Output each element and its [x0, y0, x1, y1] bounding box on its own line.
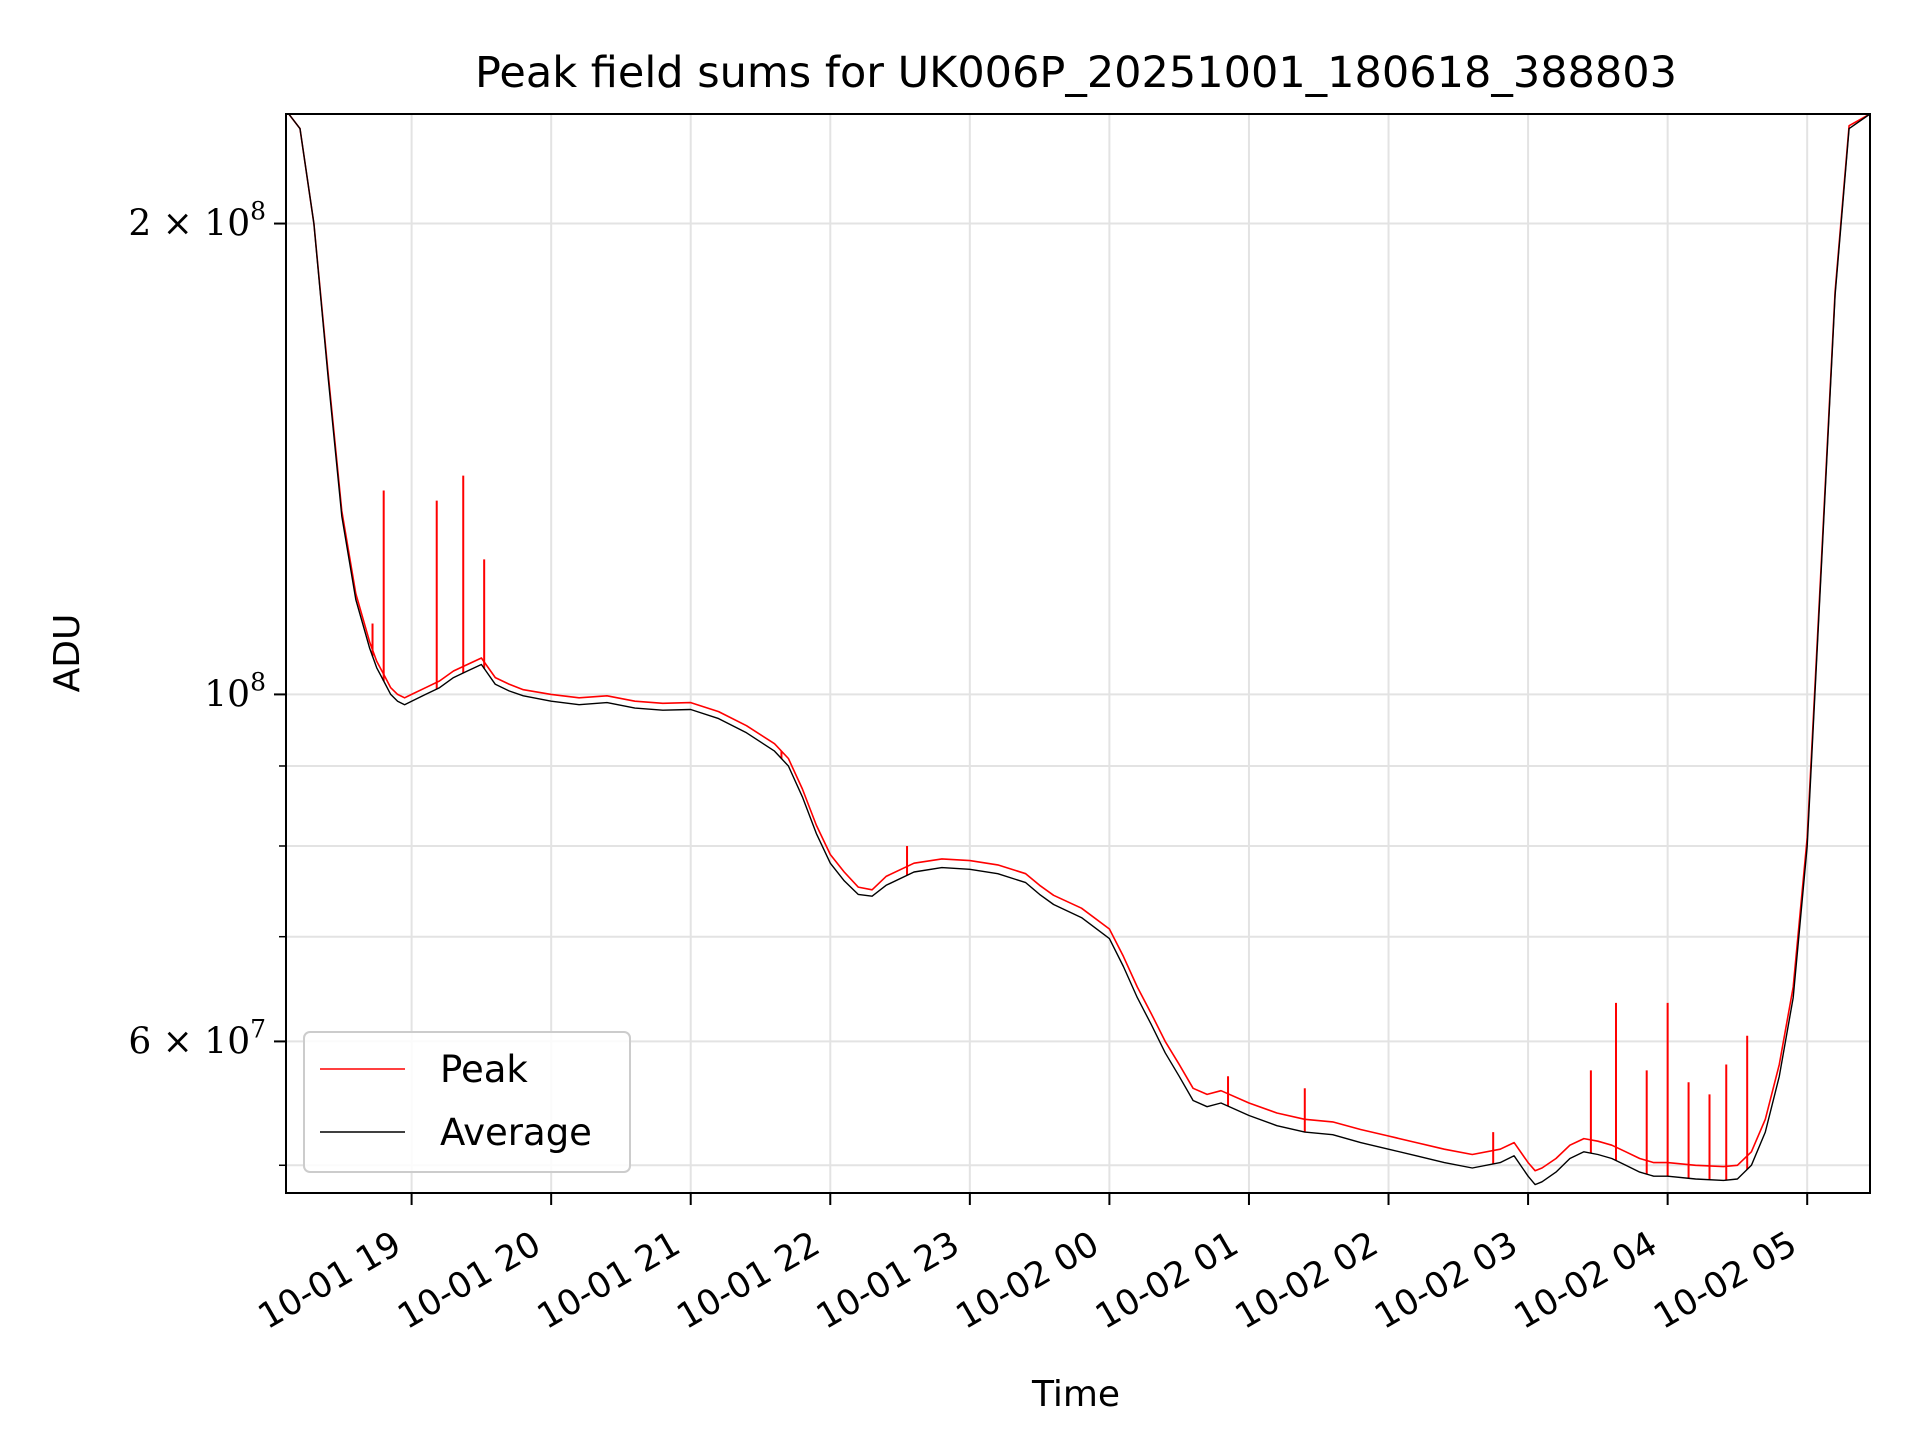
legend-box: [303, 1031, 631, 1173]
legend-peak-label: Peak: [440, 1048, 528, 1091]
y-axis-label: ADU: [47, 614, 88, 693]
x-axis-label: Time: [1031, 1374, 1120, 1415]
plot-frame: [285, 113, 1871, 1194]
chart-title: Peak field sums for UK006P_20251001_1806…: [475, 48, 1677, 98]
y-tick-label: 6 × 107: [128, 1014, 266, 1062]
legend: Peak Average: [303, 1031, 631, 1173]
average-series-line: [288, 113, 1871, 1186]
y-tick-base: 2 × 10: [128, 204, 250, 245]
y-tick-base: 6 × 10: [128, 1021, 250, 1062]
y-tick-exponent: 8: [250, 667, 266, 696]
y-tick-label: 108: [204, 667, 266, 715]
legend-average-label: Average: [440, 1111, 592, 1154]
y-tick-exponent: 7: [250, 1014, 266, 1043]
y-tick-exponent: 8: [250, 197, 266, 226]
y-tick-base: 10: [204, 674, 250, 715]
peak-series-line: [288, 113, 1871, 1172]
series-layer: [288, 113, 1871, 1186]
y-tick-label: 2 × 108: [128, 197, 266, 245]
